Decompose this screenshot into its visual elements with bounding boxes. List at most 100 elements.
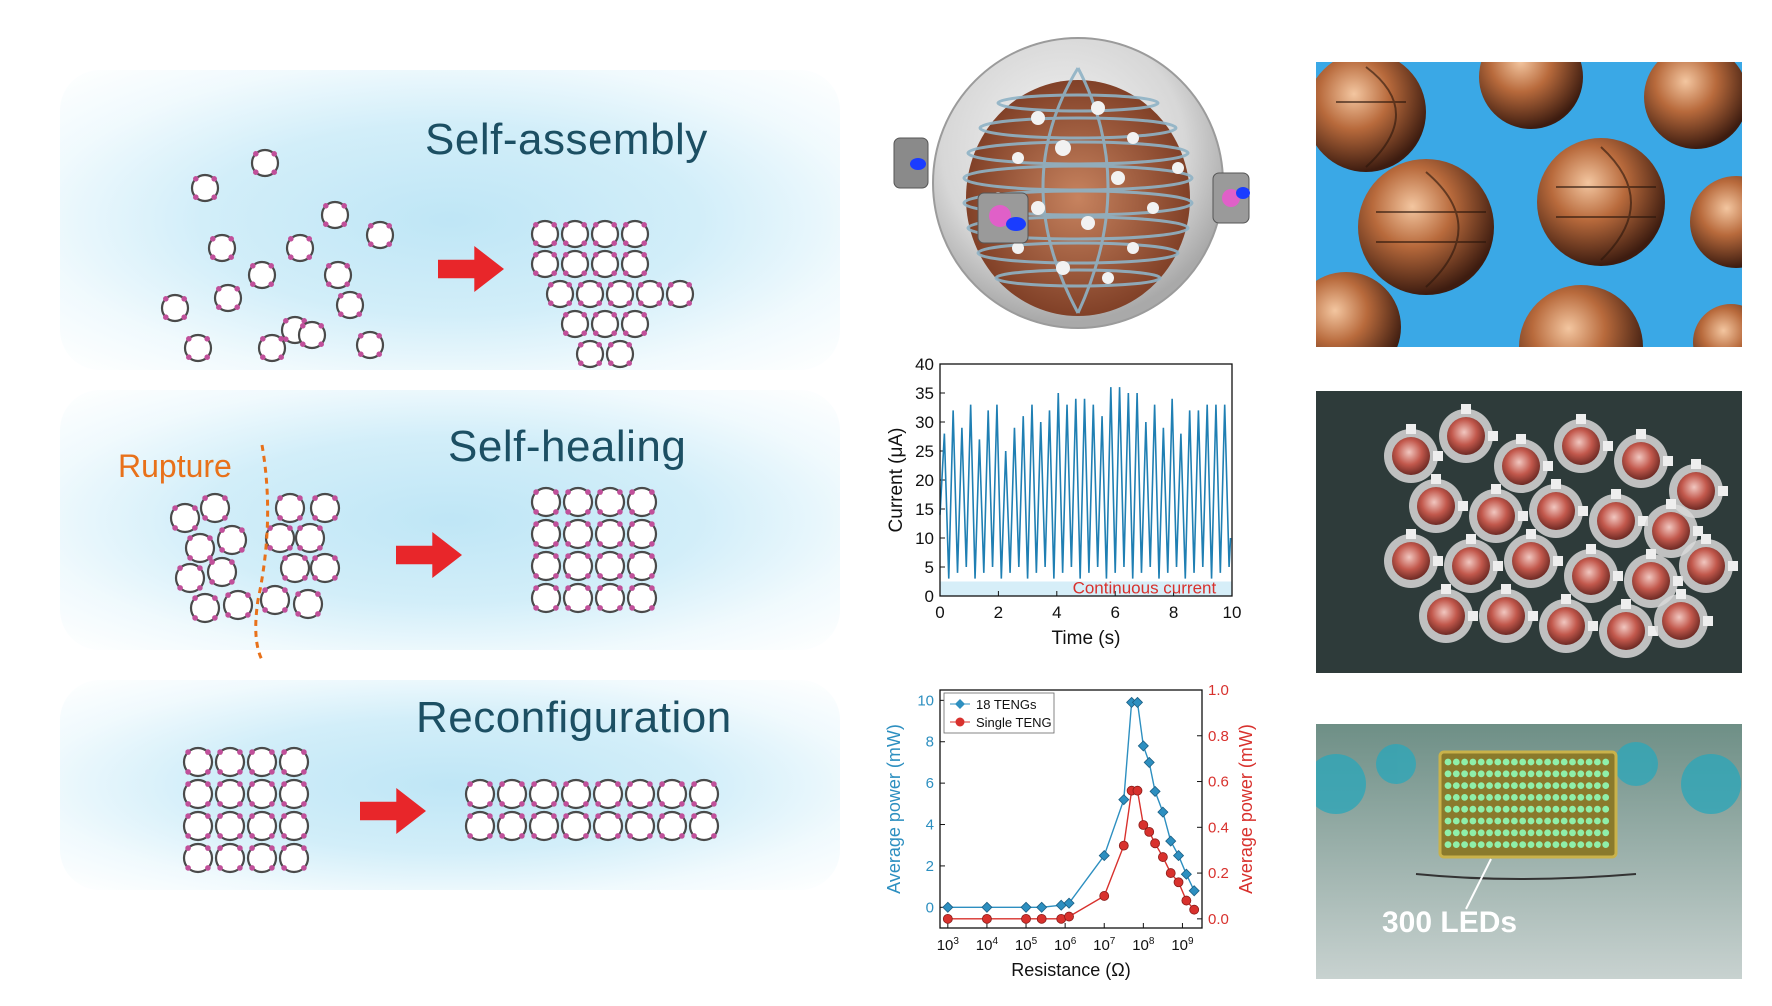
float-unit [278,810,310,842]
magnet-dot [533,509,539,515]
float-unit-shell [292,588,324,620]
led-dot [1544,782,1551,789]
teng-spheres-photo [1316,62,1742,347]
network-float-clip [1588,621,1598,631]
led-dot [1552,782,1560,789]
magnet-dot [301,813,307,819]
float-unit [562,550,594,582]
float-unit-shell [246,810,278,842]
led-dot [1452,817,1460,825]
led-dot [1519,841,1527,848]
led-dot [1594,841,1601,848]
float-unit [278,842,310,874]
led-dot [1511,794,1518,801]
magnet-dot [211,194,217,200]
float-unit [620,249,650,279]
float-unit-shell [189,592,221,624]
led-dot [1486,817,1493,825]
magnet-dot [197,585,203,591]
network-float-core [1632,562,1670,600]
magnet-dot [268,263,274,269]
magnet-dot [487,833,493,839]
magnet-dot [269,865,275,871]
magnet-dot [597,509,603,515]
led-dot [1486,770,1493,778]
led-dot [1569,805,1576,813]
current-chart-ylabel: Current (μA) [886,428,907,533]
magnet-dot [288,254,294,260]
float-unit [496,810,528,842]
network-float-unit [1419,584,1478,643]
float-unit-shell [355,330,385,360]
float-unit [575,339,605,369]
led-dot [1527,770,1535,778]
single-teng-point [1181,895,1192,906]
led-dot [1560,829,1568,837]
network-float-core [1487,597,1525,635]
network-float-clip [1441,584,1451,594]
magnet-dot [368,241,374,247]
network-float-core [1447,417,1485,455]
magnet-dot [629,553,635,559]
magnet-dot [332,495,338,501]
rupture-line [254,444,270,661]
magnet-dot [205,813,211,819]
magnet-dot [301,769,307,775]
network-float-core [1677,472,1715,510]
led-dot [1494,758,1502,766]
float-unit [214,746,246,778]
magnet-dot [623,330,629,336]
float-unit [656,778,688,810]
float-unit [545,279,575,309]
network-float-clip [1728,561,1738,571]
teng18-point [1143,756,1155,769]
magnet-dot [288,236,294,242]
schematic-panel: Self-assembly Self-healing Reconfigurati… [0,0,860,1006]
float-unit-shell [575,279,605,309]
magnet-dot [216,286,222,292]
magnet-dot [281,769,287,775]
magnet-dot [565,541,571,547]
float-unit-shell [174,562,206,594]
float-unit-shell [206,556,238,588]
network-float-unit [1599,599,1658,658]
magnet-dot [711,801,717,807]
magnet-dot [185,801,191,807]
led-dot [1577,841,1585,848]
magnet-dot [386,223,392,229]
network-float-clip [1613,571,1623,581]
float-unit [216,524,248,556]
magnet-dot [593,270,599,276]
magnet-dot [686,282,692,288]
magnet-dot [711,813,717,819]
magnet-dot [563,240,569,246]
magnet-dot [197,565,203,571]
led-dot [1511,829,1518,837]
magnet-dot [656,282,662,288]
magnet-dot [553,585,559,591]
led-dot [1569,770,1576,778]
magnet-dot [649,541,655,547]
current-y-tick-label: 40 [915,355,934,374]
float-unit-shell [560,309,590,339]
float-unit [590,309,620,339]
float-unit [323,260,353,290]
magnet-dot [551,781,557,787]
magnet-dot [269,833,275,839]
magnet-dot [262,607,268,613]
network-float-clip [1578,506,1588,516]
magnet-dot [269,769,275,775]
float-unit [320,200,350,230]
magnet-dot [225,592,231,598]
magnet-dot [551,801,557,807]
network-float-unit [1564,544,1623,603]
network-float-clip [1433,556,1443,566]
float-unit-shell [464,810,496,842]
magnet-dot [578,342,584,348]
magnet-dot [301,781,307,787]
magnet-dot [205,833,211,839]
led-dot [1569,758,1576,766]
magnet-dot [617,541,623,547]
teng18-point [1020,901,1032,913]
magnet-dot [533,541,539,547]
